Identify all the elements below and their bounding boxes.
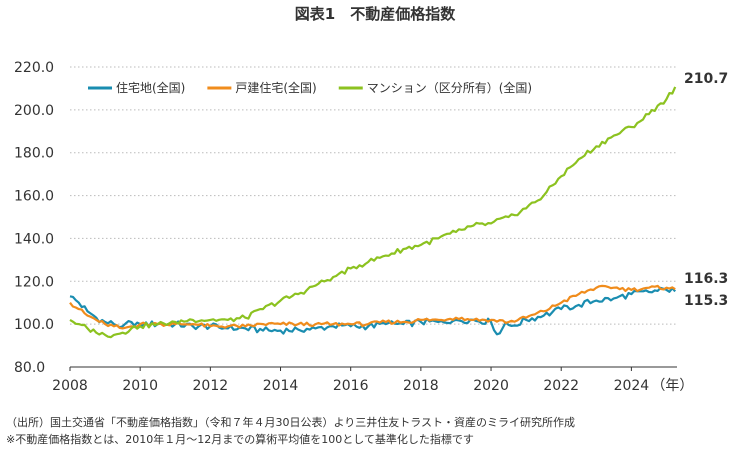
- x-tick-label: 2010: [122, 378, 158, 394]
- chart-title: 図表1 不動産価格指数: [294, 5, 456, 23]
- end-value-label: 210.7: [684, 71, 728, 87]
- y-tick-label: 180.0: [14, 146, 54, 162]
- footnotes: （出所）国土交通省「不動産価格指数」（令和７年４月30日公表）より三井住友トラス…: [6, 414, 575, 448]
- y-tick-label: 220.0: [14, 60, 54, 76]
- series-line: [69, 286, 677, 336]
- y-tick-label: 160.0: [14, 189, 54, 205]
- y-tick-label: 140.0: [14, 231, 54, 247]
- legend-label: 住宅地(全国): [116, 80, 185, 95]
- end-value-label: 115.3: [684, 293, 728, 309]
- y-tick-label: 80.0: [14, 360, 45, 376]
- y-tick-label: 100.0: [14, 317, 54, 333]
- x-tick-label: 2024: [614, 378, 650, 394]
- legend-label: 戸建住宅(全国): [235, 80, 316, 95]
- source-note: （出所）国土交通省「不動産価格指数」（令和７年４月30日公表）より三井住友トラス…: [6, 416, 576, 429]
- legend-label: マンション（区分所有）(全国): [367, 80, 532, 95]
- x-tick-label: 2018: [403, 378, 439, 394]
- chart-canvas: 220.0 200.0 180.0 160.0 140.0 120.0 100.0 80.0 2…: [14, 60, 728, 394]
- series-line: [69, 284, 676, 330]
- x-unit-label: （年）: [651, 378, 693, 394]
- definition-note: ※不動産価格指数とは、2010年１月～12月までの算術平均値を100として基準化…: [6, 433, 474, 446]
- x-tick-label: 2016: [333, 378, 369, 394]
- y-tick-label: 200.0: [14, 103, 54, 119]
- series-line: [69, 86, 677, 339]
- x-tick-label: 2014: [263, 378, 299, 394]
- x-tick-label: 2020: [473, 378, 509, 394]
- x-tick-label: 2012: [193, 378, 229, 394]
- end-value-label: 116.3: [684, 271, 728, 287]
- x-tick-label: 2022: [543, 378, 579, 394]
- x-tick-label: 2008: [52, 378, 88, 394]
- y-tick-label: 120.0: [14, 274, 54, 290]
